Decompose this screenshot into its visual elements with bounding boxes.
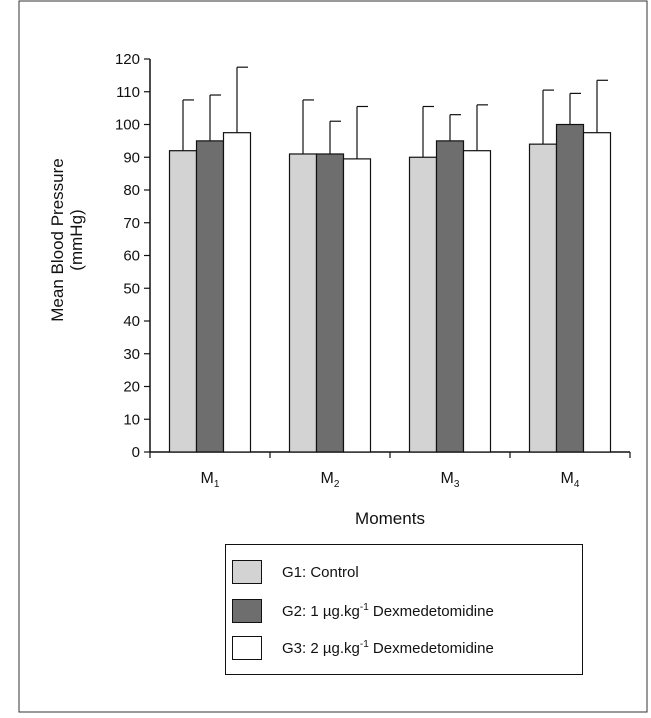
legend-label-g3: G3: 2 µg.kg-1 Dexmedetomidine: [282, 638, 494, 657]
bar-g1-m4: [528, 143, 558, 453]
legend-label-g2: G2: 1 µg.kg-1 Dexmedetomidine: [282, 601, 494, 620]
bar-g2-m4: [555, 123, 585, 453]
y-tick-label: 80: [123, 182, 140, 199]
legend-swatch-g3: [232, 636, 262, 660]
bar-g3-m4: [582, 132, 612, 453]
x-axis-title: Moments: [355, 509, 425, 528]
bar-g2-m3: [435, 140, 465, 453]
y-tick-label: 110: [116, 84, 140, 101]
y-tick-label: 0: [132, 444, 140, 461]
x-tick-label: M1: [201, 470, 220, 490]
y-tick-label: 40: [123, 313, 140, 330]
bar-g1-m2: [288, 153, 318, 453]
y-tick-label: 50: [123, 280, 140, 297]
bar-g1-m1: [168, 150, 198, 453]
legend: G1: Control G2: 1 µg.kg-1 Dexmedetomidin…: [225, 544, 583, 675]
legend-item-g3: G3: 2 µg.kg-1 Dexmedetomidine: [232, 635, 494, 661]
legend-item-g2: G2: 1 µg.kg-1 Dexmedetomidine: [232, 598, 494, 624]
bar-g3-m2: [342, 158, 372, 453]
y-tick-label: 60: [123, 248, 140, 265]
bar-g3-m3: [462, 150, 492, 453]
bar-g1-m3: [408, 156, 438, 453]
y-tick-label: 70: [123, 215, 140, 232]
y-axis-title: Mean Blood Pressure(mmHg): [48, 158, 86, 321]
legend-item-g1: G1: Control: [232, 559, 359, 585]
y-tick-label: 30: [123, 346, 140, 363]
y-tick-label: 120: [115, 51, 140, 68]
y-tick-label: 10: [123, 411, 140, 428]
y-tick-label: 20: [123, 379, 140, 396]
y-tick-label: 90: [123, 149, 140, 166]
legend-label-g1: G1: Control: [282, 563, 359, 581]
bar-g3-m1: [222, 132, 252, 453]
bar-g2-m2: [315, 153, 345, 453]
x-tick-label: M2: [321, 470, 340, 490]
y-tick-label: 100: [115, 117, 140, 134]
x-tick-label: M3: [441, 470, 460, 490]
legend-swatch-g1: [232, 560, 262, 584]
x-tick-label: M4: [561, 470, 580, 490]
legend-swatch-g2: [232, 599, 262, 623]
bar-g2-m1: [195, 140, 225, 453]
